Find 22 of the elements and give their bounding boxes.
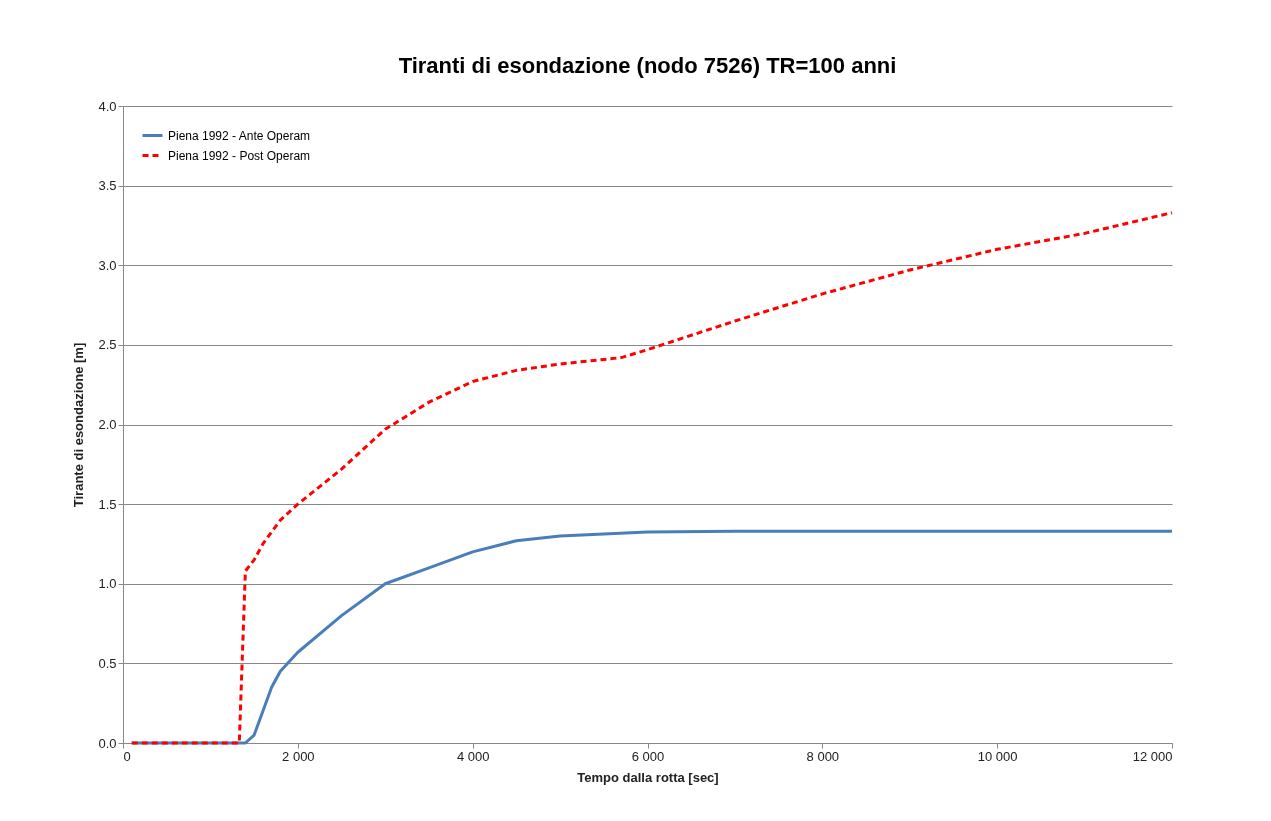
x-tick-label: 12 000 xyxy=(1132,748,1173,764)
x-tick-label: 0 xyxy=(123,748,131,764)
line-series xyxy=(130,211,1174,745)
y-tick-label: 3.5 xyxy=(98,178,117,194)
x-tick-label: 2 000 xyxy=(282,748,315,764)
x-tick-label: 6 000 xyxy=(631,748,665,764)
x-tick-label: 4 000 xyxy=(456,748,490,764)
x-tick-label: 8 000 xyxy=(806,748,840,764)
y-tick-label: 2.0 xyxy=(98,417,117,432)
legend-label: Piena 1992 - Ante Operam xyxy=(168,128,311,143)
y-tick-label: 1.5 xyxy=(98,496,117,512)
legend-label: Piena 1992 - Post Operam xyxy=(168,148,311,163)
y-axis-title: Tirante di esondazione [m] xyxy=(71,342,87,508)
y-tick-label: 1.0 xyxy=(98,576,117,592)
x-tick-label: 10 000 xyxy=(977,748,1018,764)
y-tick-label: 3.0 xyxy=(98,257,117,273)
chart-title: Tiranti di esondazione (nodo 7526) TR=100 anni xyxy=(398,53,897,78)
y-tick-label: 4.0 xyxy=(98,98,117,114)
y-tick-label: 0.0 xyxy=(98,735,117,751)
y-tick-label: 2.5 xyxy=(98,337,117,353)
y-tick-label: 0.5 xyxy=(98,655,117,671)
x-axis-title: Tempo dalla rotta [sec] xyxy=(577,769,719,785)
